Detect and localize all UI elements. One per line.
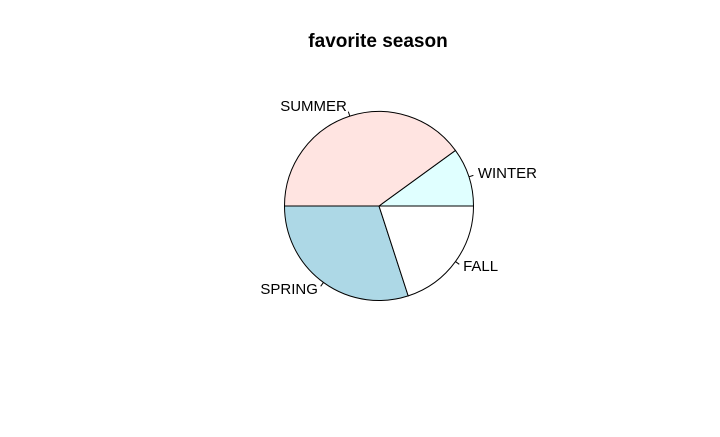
slice-label-spring: SPRING bbox=[260, 281, 318, 298]
leader-line-summer bbox=[347, 111, 351, 117]
pie-labels: WINTER SUMMER SPRING FALL bbox=[260, 98, 537, 298]
slice-label-fall: FALL bbox=[463, 258, 498, 275]
pie-slices bbox=[283, 111, 475, 301]
slice-label-summer: SUMMER bbox=[280, 98, 347, 115]
pie-slice-fall bbox=[378, 205, 475, 297]
chart-title: favorite season bbox=[308, 31, 447, 52]
slice-label-winter: WINTER bbox=[478, 165, 537, 182]
leader-line-winter bbox=[468, 174, 474, 178]
leader-line-fall bbox=[455, 261, 460, 265]
pie-slice-spring bbox=[283, 205, 409, 301]
leader-line-spring bbox=[320, 282, 324, 287]
